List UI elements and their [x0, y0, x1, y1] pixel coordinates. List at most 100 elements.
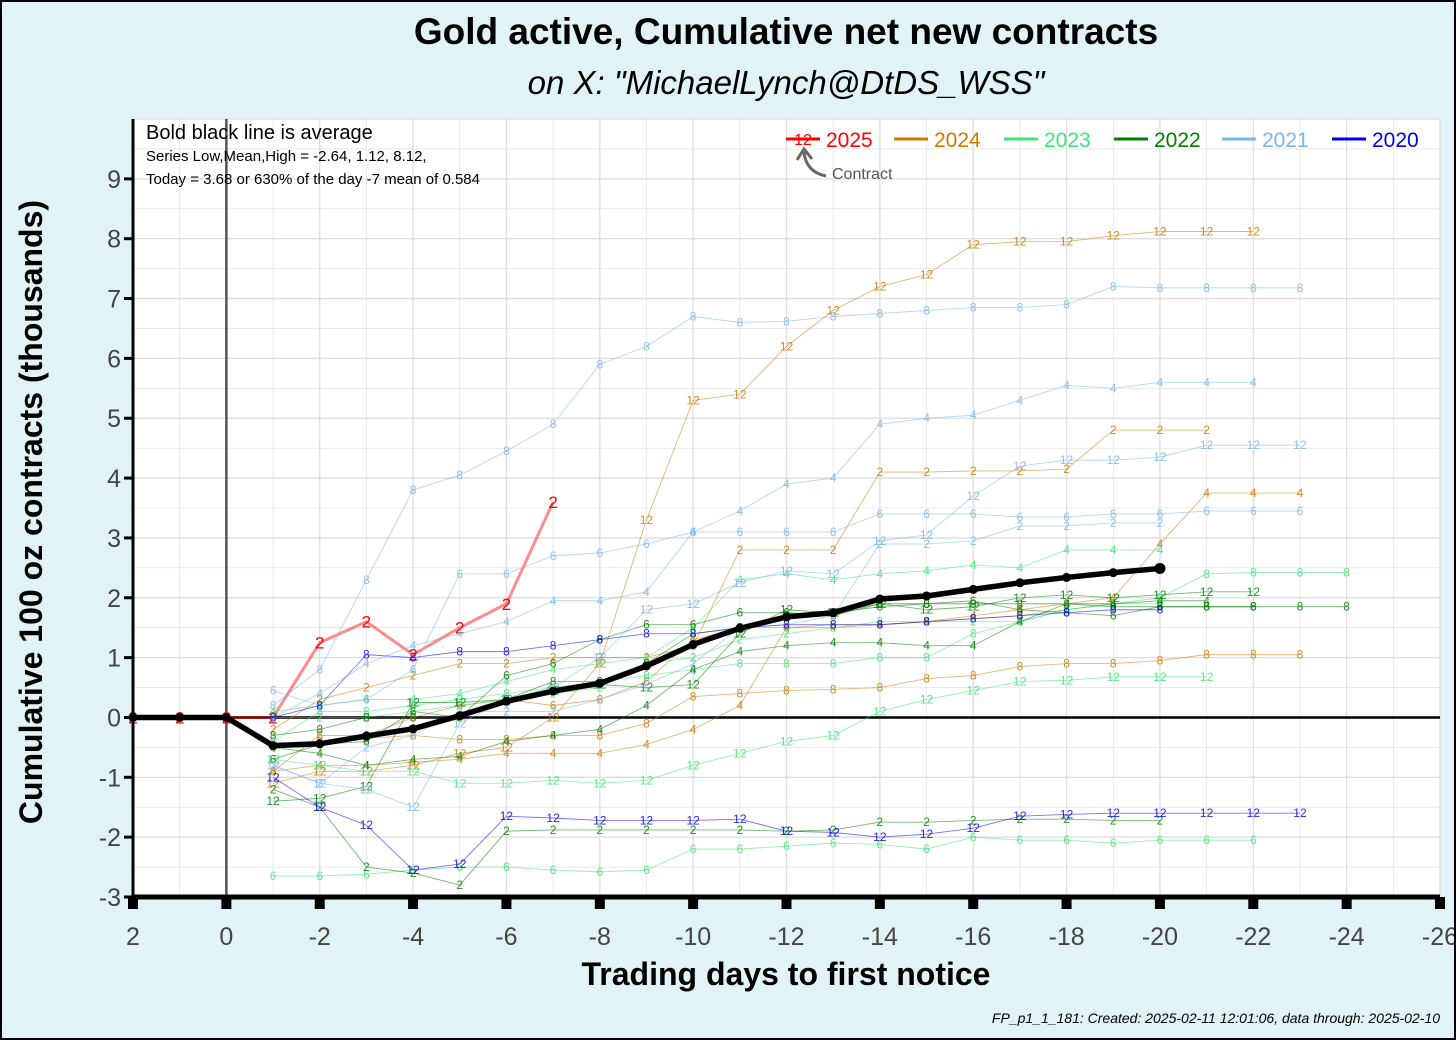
legend-marker: 12: [794, 132, 812, 149]
point-label: 12: [1200, 438, 1214, 452]
point-label: 2: [1110, 813, 1117, 827]
point-label: 8: [456, 693, 463, 707]
point-label: 8: [596, 633, 603, 647]
point-label: 12: [920, 693, 934, 707]
x-tick-label: -20: [1142, 923, 1178, 951]
legend-label: 2020: [1372, 129, 1419, 152]
point-label: 2: [362, 613, 371, 632]
point-label: 8: [643, 627, 650, 641]
point-label: 12: [780, 734, 794, 748]
average-point: [875, 594, 885, 604]
point-label: 4: [596, 722, 603, 736]
point-label: 4: [923, 639, 930, 653]
point-label: 2: [690, 657, 697, 671]
point-label: 12: [360, 782, 374, 796]
point-label: 8: [877, 600, 884, 614]
point-label: 6: [1157, 833, 1164, 847]
point-label: 6: [736, 842, 743, 856]
point-label: 4: [316, 746, 323, 760]
legend-label: 2025: [826, 129, 873, 152]
point-label: 8: [690, 690, 697, 704]
point-label: 4: [643, 698, 650, 712]
point-label: 6: [1297, 504, 1304, 518]
point-label: 4: [690, 663, 697, 677]
point-label: 8: [1343, 600, 1350, 614]
point-label: 4: [783, 639, 790, 653]
point-label: 4: [1157, 594, 1164, 608]
point-label: 2: [410, 866, 417, 880]
y-tick-label: 4: [107, 465, 121, 493]
point-label: 2: [315, 634, 324, 653]
x-tick-label: 0: [219, 923, 233, 951]
point-label: 8: [736, 687, 743, 701]
x-tick: [1248, 897, 1259, 909]
point-label: 6: [503, 669, 510, 683]
point-label: 4: [410, 639, 417, 653]
point-label: 4: [783, 567, 790, 581]
point-label: 6: [877, 837, 884, 851]
average-point: [268, 741, 278, 751]
point-label: 2: [596, 823, 603, 837]
point-label: 8: [643, 669, 650, 683]
point-label: 8: [1063, 597, 1070, 611]
point-label: 12: [640, 681, 654, 695]
y-tick-label: 5: [107, 405, 121, 433]
point-label: 8: [270, 710, 277, 724]
point-label: 4: [1157, 375, 1164, 389]
point-label: 4: [410, 693, 417, 707]
legend-label: 2023: [1044, 129, 1091, 152]
point-label: 4: [1063, 378, 1070, 392]
point-label: 6: [830, 836, 837, 850]
point-label: 4: [1297, 486, 1304, 500]
point-label: 2: [316, 776, 323, 790]
point-label: 6: [923, 842, 930, 856]
point-label: 6: [1110, 609, 1117, 623]
average-point: [828, 608, 838, 618]
x-tick: [1154, 897, 1165, 909]
point-label: 2: [1063, 812, 1070, 826]
point-label: 4: [1203, 486, 1210, 500]
average-point: [361, 731, 371, 741]
point-label: 2: [408, 646, 417, 665]
point-label: 6: [550, 698, 557, 712]
point-label: 2: [316, 710, 323, 724]
x-tick-label: -12: [768, 923, 804, 951]
y-tick-label: 9: [107, 166, 121, 194]
point-label: 4: [877, 567, 884, 581]
point-label: 8: [970, 612, 977, 626]
point-label: 12: [453, 716, 467, 730]
point-label: 4: [1203, 375, 1210, 389]
x-tick: [594, 897, 605, 909]
legend-label: 2024: [934, 129, 981, 152]
point-label: 2: [410, 669, 417, 683]
point-label: 2: [503, 704, 510, 718]
point-label: 8: [1203, 281, 1210, 295]
point-label: 6: [830, 525, 837, 539]
point-label: 12: [1153, 450, 1167, 464]
point-label: 6: [690, 618, 697, 632]
point-label: 6: [1250, 504, 1257, 518]
series-line: [272, 600, 1254, 760]
y-tick-label: -1: [99, 764, 121, 792]
series-2021-6: 66 666 66 666 6 6 66 6 6 6 6 6 6 6 6 6: [270, 504, 1304, 713]
point-label: 12: [1153, 670, 1167, 684]
point-label: 2: [456, 698, 463, 712]
x-tick-label: -22: [1235, 923, 1271, 951]
point-label: 2: [270, 758, 277, 772]
point-label: 8: [923, 651, 930, 665]
point-label: 8: [1203, 567, 1210, 581]
point-label: 12: [453, 696, 467, 710]
point-label: 2: [877, 465, 884, 479]
point-label: 4: [1110, 543, 1117, 557]
point-label: 8: [736, 315, 743, 329]
point-label: 12: [1153, 588, 1167, 602]
point-label: 8: [316, 698, 323, 712]
y-tick-label: 2: [107, 585, 121, 613]
point-label: 12: [500, 809, 514, 823]
point-label: 8: [1110, 280, 1117, 294]
point-label: 6: [316, 869, 323, 883]
point-label: 6: [1063, 833, 1070, 847]
x-tick-label: -16: [955, 923, 991, 951]
series-line: [272, 231, 1254, 784]
point-label: 4: [503, 675, 510, 689]
